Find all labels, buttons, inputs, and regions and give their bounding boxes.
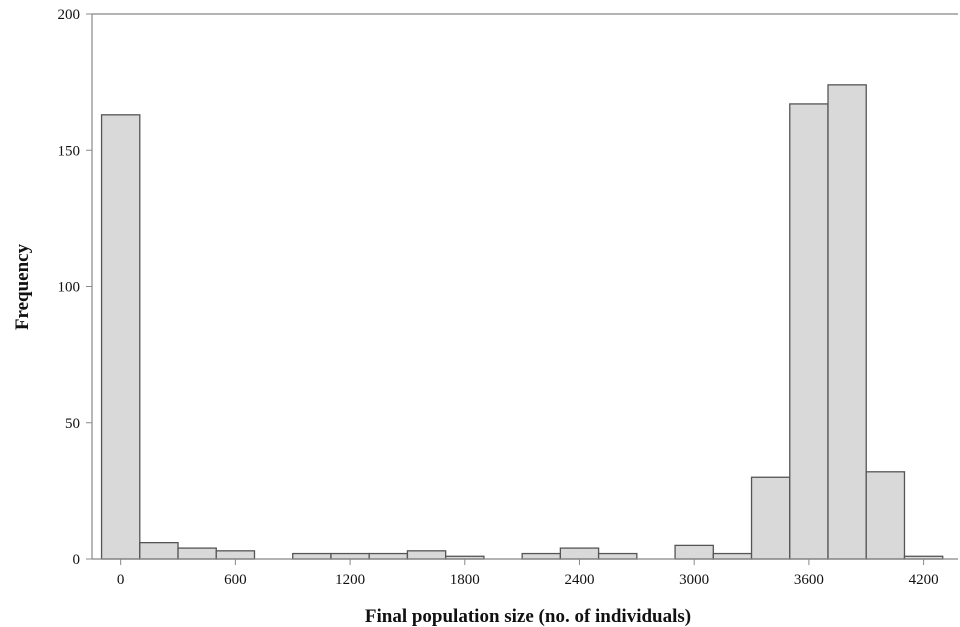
histogram-bar: [139, 542, 179, 560]
x-axis-label: Final population size (no. of individual…: [365, 606, 691, 627]
histogram-bar: [559, 547, 600, 560]
x-tick-label: 1800: [450, 572, 480, 588]
y-axis-label: Frequency: [12, 243, 33, 330]
x-tick-label: 3000: [679, 572, 709, 588]
x-tick-label: 1200: [335, 572, 365, 588]
x-axis-ticks: 0 600 1200 1800 2400 3000 3600 4200: [117, 559, 939, 588]
histogram-bar: [750, 476, 791, 560]
y-tick-label: 200: [58, 7, 81, 23]
histogram-bar: [368, 552, 409, 560]
histogram-bar: [177, 547, 217, 560]
y-axis-ticks: 0 50 100 150 200: [58, 7, 92, 568]
histogram-bar: [712, 552, 753, 560]
histogram-bar: [521, 552, 562, 560]
histogram-bar: [292, 552, 332, 560]
histogram-bar: [215, 550, 256, 560]
y-tick-label: 0: [73, 552, 81, 568]
x-tick-label: 3600: [794, 572, 824, 588]
histogram-bar: [827, 84, 867, 560]
x-tick-label: 0: [117, 572, 125, 588]
histogram-bar: [330, 552, 370, 560]
histogram-bar: [789, 103, 829, 560]
histogram-bar: [674, 544, 714, 560]
x-tick-label: 600: [224, 572, 247, 588]
histogram-bar: [406, 550, 447, 560]
histogram-bar: [865, 471, 906, 560]
y-tick-label: 50: [65, 416, 80, 432]
histogram-bar: [597, 552, 638, 560]
histogram-bars: [100, 84, 944, 560]
x-tick-label: 2400: [564, 572, 594, 588]
y-tick-label: 150: [58, 143, 81, 159]
histogram-bar: [100, 114, 141, 560]
y-tick-label: 100: [58, 280, 81, 296]
x-tick-label: 4200: [909, 572, 939, 588]
